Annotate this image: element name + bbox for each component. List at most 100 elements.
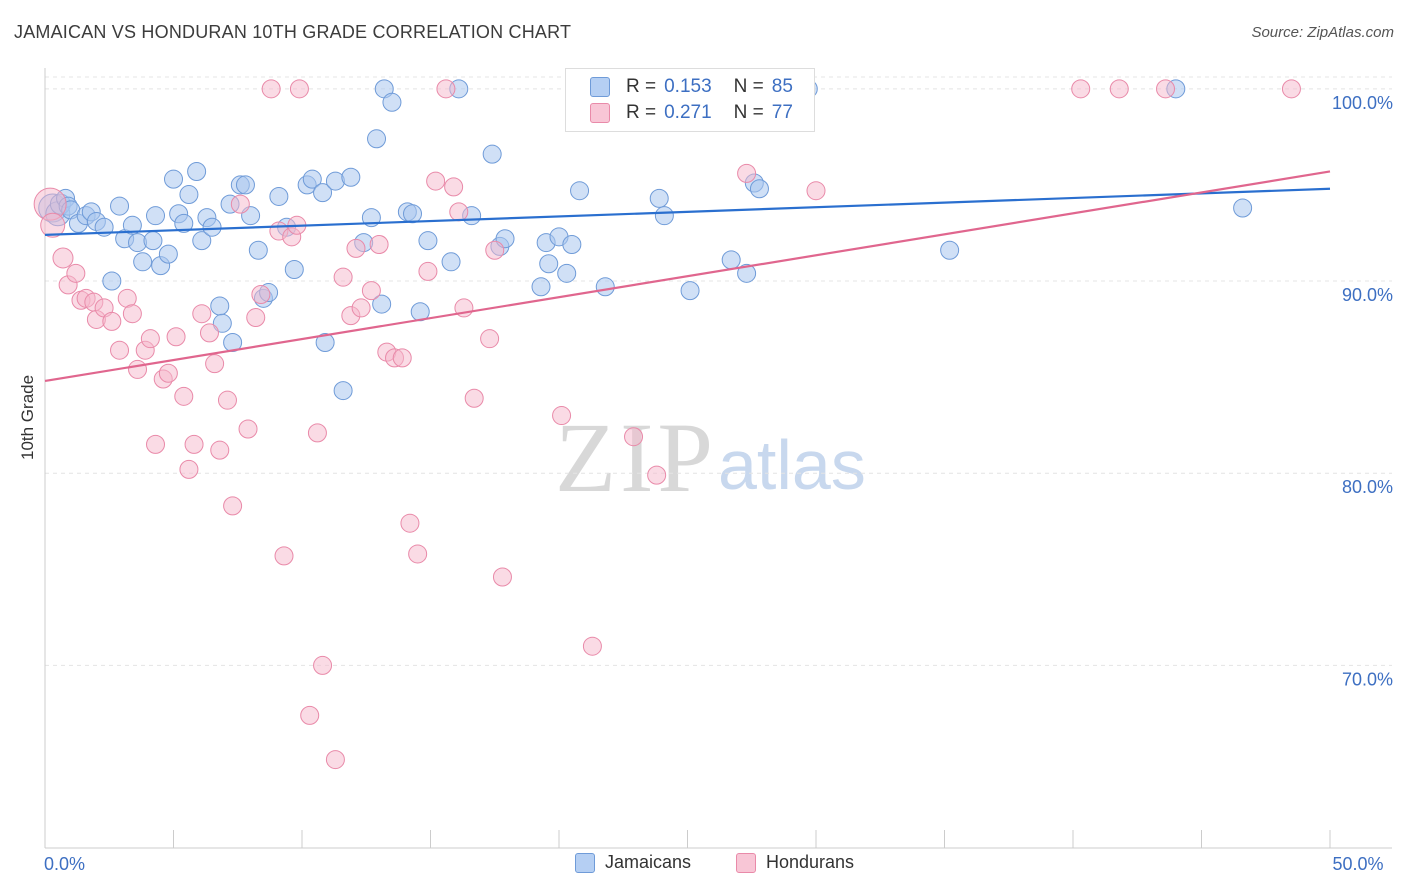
honduran-point [582, 636, 602, 656]
jamaican-point [122, 215, 142, 235]
honduran-point [485, 240, 505, 260]
jamaican-point [158, 244, 178, 264]
honduran-point [737, 163, 757, 183]
bottom-legend-hondurans: Hondurans [736, 852, 854, 873]
honduran-point [205, 354, 225, 374]
y-tick-label: 100.0% [1332, 93, 1393, 113]
jamaican-point [202, 217, 222, 237]
honduran-point [261, 79, 281, 99]
honduran-point [351, 298, 371, 318]
jamaican-point [110, 196, 130, 216]
honduran-point [146, 434, 166, 454]
honduran-point [444, 177, 464, 197]
honduran-point [480, 329, 500, 349]
watermark-zip: ZIP [555, 402, 717, 513]
honduran-point [307, 423, 327, 443]
chart-title: JAMAICAN VS HONDURAN 10TH GRADE CORRELAT… [14, 22, 572, 42]
jamaican-point [341, 167, 361, 187]
honduran-point [400, 513, 420, 533]
jamaican-point [302, 169, 322, 189]
y-tick-label: 70.0% [1342, 669, 1393, 689]
honduran-point [40, 212, 66, 238]
jamaican-point [562, 235, 582, 255]
jamaican-point [940, 240, 960, 260]
honduran-trend-line [44, 170, 1331, 383]
jamaican-point [333, 381, 353, 401]
legend-row-jamaicans: R = 0.153 N = 85 [590, 75, 793, 99]
jamaican-point [102, 271, 122, 291]
honduran-point [174, 386, 194, 406]
honduran-point [325, 750, 345, 770]
honduran-point [408, 544, 428, 564]
jamaican-point [223, 333, 243, 353]
jamaican-point [595, 277, 615, 297]
honduran-point [300, 705, 320, 725]
jamaican-point [557, 263, 577, 283]
jamaican-point [482, 144, 502, 164]
honduran-point [166, 327, 186, 347]
honduran-points [33, 79, 1301, 770]
legend-r-label: R = [626, 76, 657, 97]
legend-r-value: 0.271 [664, 102, 712, 123]
jamaican-point [212, 313, 232, 333]
jamaican-point [179, 185, 199, 205]
jamaican-point [248, 240, 268, 260]
honduran-point [140, 329, 160, 349]
y-tick-label: 80.0% [1342, 477, 1393, 497]
honduran-point [66, 263, 86, 283]
honduran-point [449, 202, 469, 222]
jamaican-point [284, 259, 304, 279]
jamaican-point [235, 175, 255, 195]
jamaican-point [749, 179, 769, 199]
honduran-point [313, 655, 333, 675]
jamaican-point [210, 296, 230, 316]
honduran-point [333, 267, 353, 287]
honduran-point [158, 363, 178, 383]
jamaican-swatch [575, 852, 595, 873]
honduran-point [1071, 79, 1091, 99]
honduran-point [392, 348, 412, 368]
legend-n-label: N = [733, 102, 764, 123]
jamaican-point [313, 183, 333, 203]
honduran-point [289, 79, 309, 99]
legend-n-label: N = [733, 76, 764, 97]
jamaican-point [382, 92, 402, 112]
jamaican-swatch [590, 77, 610, 97]
jamaican-point [146, 206, 166, 226]
honduran-point [1156, 79, 1176, 99]
honduran-point [647, 465, 667, 485]
correlation-legend: R = 0.153 N = 85 R = 0.271 N = 77 [565, 68, 815, 132]
jamaican-point [539, 254, 559, 274]
honduran-point [199, 323, 219, 343]
honduran-point [192, 304, 212, 324]
honduran-point [361, 281, 381, 301]
legend-row-hondurans: R = 0.271 N = 77 [590, 101, 793, 125]
jamaican-point [403, 204, 423, 224]
honduran-point [492, 567, 512, 587]
jamaican-point [187, 161, 207, 181]
watermark-atlas: atlas [718, 426, 866, 504]
honduran-point [624, 427, 644, 447]
jamaican-point [133, 252, 153, 272]
honduran-point [369, 235, 389, 255]
honduran-point [102, 311, 122, 331]
legend-r-value: 0.153 [664, 76, 712, 97]
honduran-point [217, 390, 237, 410]
jamaican-point [192, 231, 212, 251]
honduran-point [223, 496, 243, 516]
honduran-point [426, 171, 446, 191]
honduran-point [230, 194, 250, 214]
honduran-point [552, 406, 572, 426]
honduran-point [464, 388, 484, 408]
honduran-point [238, 419, 258, 439]
jamaican-point [531, 277, 551, 297]
y-tick-label: 90.0% [1342, 285, 1393, 305]
jamaican-point [315, 333, 335, 353]
jamaican-point [372, 294, 392, 314]
jamaican-point [1233, 198, 1253, 218]
honduran-point [52, 247, 74, 269]
legend-n-value: 85 [771, 76, 793, 97]
trend-lines [44, 170, 1331, 383]
honduran-point [1281, 79, 1301, 99]
honduran-point [210, 440, 230, 460]
